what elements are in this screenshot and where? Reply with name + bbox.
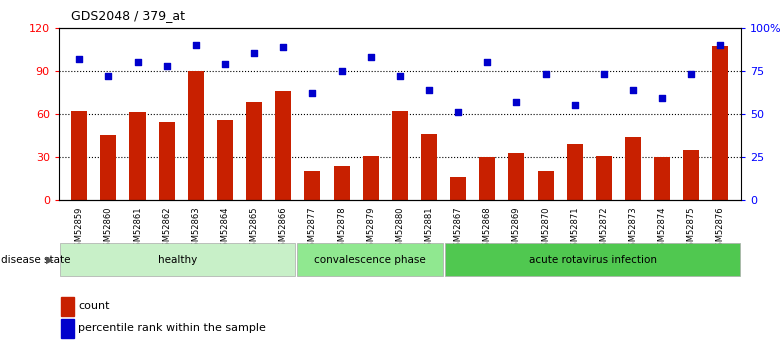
Bar (713, 46, 728, 200)
Bar (479, 157, 495, 200)
Bar (71, 111, 87, 200)
FancyBboxPatch shape (445, 243, 740, 276)
Bar (363, 156, 379, 200)
Text: convalescence phase: convalescence phase (314, 255, 426, 265)
Text: healthy: healthy (158, 255, 197, 265)
Point (714, 42, 727, 48)
Point (394, 73, 406, 79)
Text: disease state: disease state (1, 255, 71, 265)
Text: ▶: ▶ (45, 255, 53, 265)
Point (568, 102, 581, 108)
Bar (596, 156, 612, 200)
Point (219, 61, 231, 67)
Point (277, 44, 289, 49)
Point (452, 109, 464, 115)
Point (131, 59, 143, 65)
FancyBboxPatch shape (297, 243, 444, 276)
Bar (567, 144, 583, 200)
Point (685, 71, 698, 77)
Point (365, 54, 377, 60)
Point (597, 71, 610, 77)
Point (539, 71, 552, 77)
Bar (684, 150, 699, 200)
Text: acute rotavirus infection: acute rotavirus infection (528, 255, 657, 265)
Bar (217, 120, 233, 200)
Point (626, 87, 639, 92)
FancyBboxPatch shape (60, 243, 295, 276)
Point (102, 73, 114, 79)
Point (190, 42, 202, 48)
Bar (508, 152, 524, 200)
Bar (129, 112, 146, 200)
Bar (304, 171, 321, 200)
Point (423, 87, 435, 92)
Point (510, 99, 523, 105)
Point (336, 68, 348, 73)
Bar (421, 134, 437, 200)
Text: GDS2048 / 379_at: GDS2048 / 379_at (71, 9, 184, 22)
Bar (275, 91, 292, 200)
Point (73, 56, 85, 61)
Bar (625, 137, 641, 200)
Bar (392, 111, 408, 200)
Text: percentile rank within the sample: percentile rank within the sample (78, 324, 267, 333)
Bar (538, 171, 554, 200)
Point (161, 63, 173, 68)
Point (248, 51, 260, 56)
Bar (654, 157, 670, 200)
Point (656, 96, 669, 101)
Bar (158, 122, 175, 200)
Bar (450, 177, 466, 200)
Bar (100, 136, 116, 200)
Point (481, 59, 494, 65)
Bar (333, 166, 350, 200)
Text: count: count (78, 301, 110, 311)
Bar (188, 71, 204, 200)
Bar (246, 102, 262, 200)
Point (306, 90, 318, 96)
